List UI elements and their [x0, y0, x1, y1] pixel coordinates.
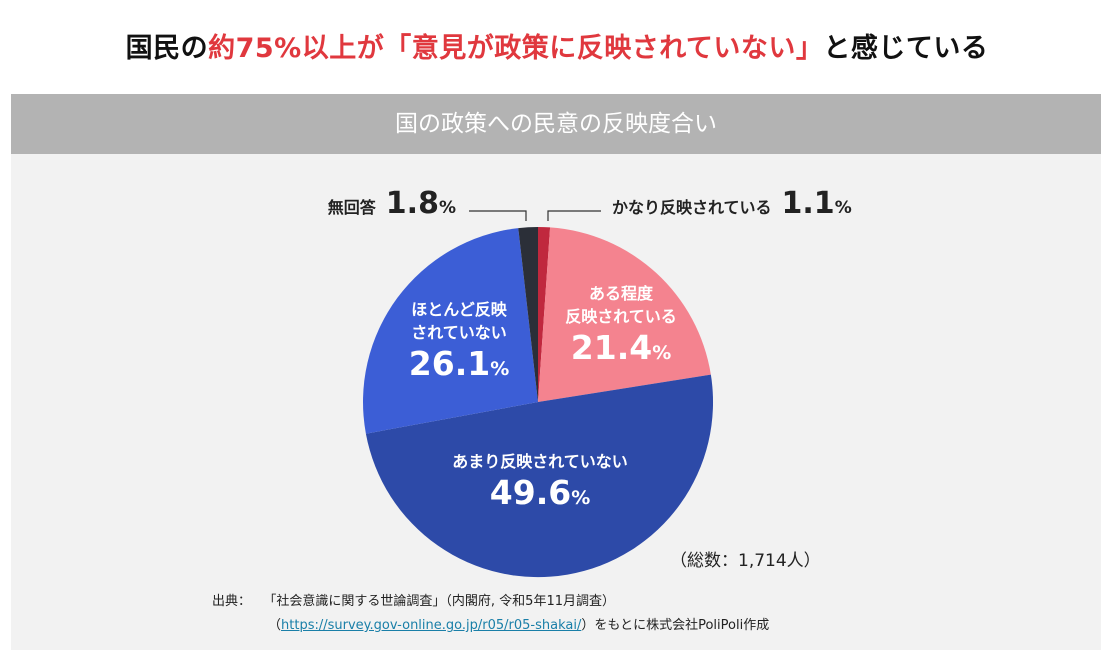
slice-label-hardly: ほとんど反映 されていない 26.1%	[394, 298, 524, 389]
slice-name-hardly-line2: されていない	[411, 323, 507, 342]
slice-name-hardly-line1: ほとんど反映	[411, 300, 507, 319]
slice-label-no-answer: 無回答 1.8%	[328, 186, 456, 221]
leader-line-no-answer	[469, 210, 527, 221]
slice-unit-not-much: %	[571, 487, 591, 509]
chart-panel: 国の政策への民意の反映度合い	[11, 94, 1101, 650]
pie-slice-no-answer	[518, 227, 538, 402]
slice-value-somewhat: 21.4	[570, 328, 653, 367]
slice-label-not-much: あまり反映されていない 49.6%	[400, 450, 680, 518]
leader-line-fully	[547, 210, 601, 221]
source-text: 「社会意識に関する世論調査」（内閣府, 令和5年11月調査）	[263, 594, 615, 609]
source-line-2: （https://survey.gov-online.go.jp/r05/r05…	[268, 614, 769, 633]
slice-unit-fully: %	[834, 198, 852, 218]
slice-name-no-answer: 無回答	[327, 198, 376, 217]
slice-label-somewhat: ある程度 反映されている 21.4%	[551, 282, 691, 373]
total-respondents: （総数：1,714人）	[670, 551, 821, 571]
pie-slice-not-much	[365, 374, 714, 578]
slice-unit-somewhat: %	[652, 342, 672, 364]
slice-unit-hardly: %	[490, 358, 510, 380]
pie-slice-somewhat	[538, 227, 711, 402]
slice-name-somewhat-line1: ある程度	[588, 284, 653, 303]
slice-name-somewhat-line2: 反映されている	[565, 307, 677, 326]
source-close-text: ）をもとに株式会社PoliPoli作成	[581, 618, 770, 633]
source-link[interactable]: https://survey.gov-online.go.jp/r05/r05-…	[281, 618, 582, 633]
slice-value-not-much: 49.6	[489, 473, 572, 512]
pie-slice-hardly	[363, 228, 538, 434]
headline-prefix: 国民の	[125, 33, 209, 64]
chart-title: 国の政策への民意の反映度合い	[11, 94, 1101, 154]
source-label: 出典：	[212, 594, 252, 609]
headline-suffix: と感じている	[823, 33, 989, 64]
headline: 国民の約75%以上が「意見が政策に反映されていない」と感じている	[0, 26, 1114, 65]
slice-label-fully: かなり反映されている 1.1%	[612, 186, 852, 221]
headline-highlight: 約75%以上が「意見が政策に反映されていない」	[208, 33, 824, 64]
slice-name-fully: かなり反映されている	[612, 198, 772, 217]
pie-slice-fully	[538, 227, 551, 402]
slice-unit-no-answer: %	[438, 198, 456, 218]
source-open-paren: （	[268, 618, 282, 633]
slice-name-not-much: あまり反映されていない	[452, 452, 628, 471]
source-line-1: 出典： 「社会意識に関する世論調査」（内閣府, 令和5年11月調査）	[212, 590, 615, 609]
slice-value-no-answer: 1.8	[385, 186, 439, 221]
slice-value-hardly: 26.1	[408, 344, 491, 383]
slice-value-fully: 1.1	[781, 186, 835, 221]
